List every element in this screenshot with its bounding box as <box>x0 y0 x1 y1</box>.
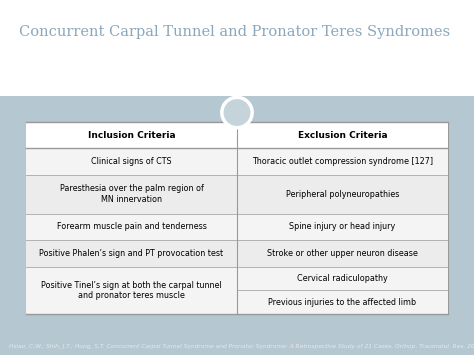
Bar <box>0 96 474 355</box>
Text: Clinical signs of CTS: Clinical signs of CTS <box>91 157 172 166</box>
Text: Stroke or other upper neuron disease: Stroke or other upper neuron disease <box>267 249 418 258</box>
Bar <box>26 122 448 148</box>
Text: Hsiao, C.W.; Shih, J.T.; Hung, S.T. Concurrent Carpal Tunnel Syndrome and Pronat: Hsiao, C.W.; Shih, J.T.; Hung, S.T. Conc… <box>9 344 474 349</box>
Text: Inclusion Criteria: Inclusion Criteria <box>88 131 175 140</box>
Text: Paresthesia over the palm region of
MN innervation: Paresthesia over the palm region of MN i… <box>60 184 203 204</box>
Bar <box>26 122 448 314</box>
Text: Forearm muscle pain and tenderness: Forearm muscle pain and tenderness <box>56 222 207 231</box>
Text: Thoracic outlet compression syndrome [127]: Thoracic outlet compression syndrome [12… <box>252 157 433 166</box>
Text: Cervical radiculopathy: Cervical radiculopathy <box>297 274 388 283</box>
Text: Peripheral polyneuropathies: Peripheral polyneuropathies <box>286 190 399 198</box>
Bar <box>26 267 448 314</box>
Text: Spine injury or head injury: Spine injury or head injury <box>289 222 396 231</box>
Text: Concurrent Carpal Tunnel and Pronator Teres Syndromes: Concurrent Carpal Tunnel and Pronator Te… <box>19 25 450 39</box>
Text: Previous injuries to the affected limb: Previous injuries to the affected limb <box>268 298 417 307</box>
Text: Positive Tinel’s sign at both the carpal tunnel
and pronator teres muscle: Positive Tinel’s sign at both the carpal… <box>41 281 222 300</box>
Bar <box>26 240 448 267</box>
Bar <box>26 175 448 214</box>
Bar <box>26 214 448 240</box>
Bar <box>0 0 474 96</box>
Text: Positive Phalen’s sign and PT provocation test: Positive Phalen’s sign and PT provocatio… <box>39 249 224 258</box>
Text: Exclusion Criteria: Exclusion Criteria <box>298 131 387 140</box>
Ellipse shape <box>222 97 252 128</box>
Bar <box>26 148 448 175</box>
